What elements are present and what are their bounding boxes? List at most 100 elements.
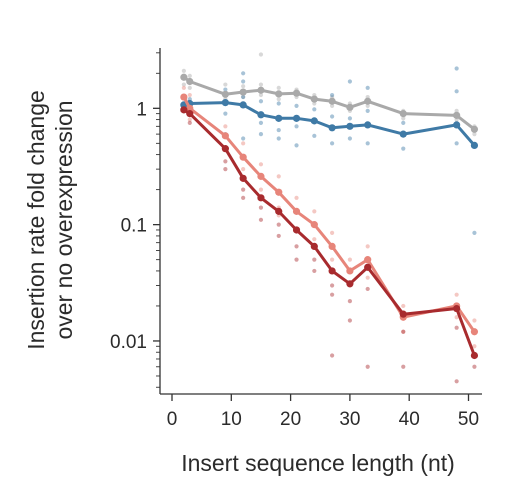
replicate-point — [454, 89, 459, 94]
replicate-point — [241, 195, 246, 200]
mean-point — [328, 242, 336, 251]
mean-point — [453, 121, 461, 129]
replicate-point — [312, 209, 317, 214]
x-tick-label: 50 — [458, 409, 479, 430]
replicate-point — [401, 303, 406, 309]
replicate-point — [187, 92, 192, 98]
replicate-point — [258, 162, 264, 167]
mean-point — [239, 88, 247, 96]
mean-point — [257, 86, 265, 94]
mean-point — [239, 101, 247, 109]
replicate-point — [276, 127, 281, 133]
replicate-point — [258, 52, 264, 57]
mean-point — [221, 98, 229, 107]
replicate-point — [223, 111, 228, 116]
replicate-point — [347, 136, 352, 141]
replicate-point — [330, 230, 335, 235]
mean-point — [221, 132, 229, 140]
replicate-point — [365, 275, 370, 280]
replicate-point — [241, 79, 246, 84]
replicate-point — [472, 132, 477, 137]
replicate-point — [365, 244, 370, 249]
replicate-point — [472, 318, 477, 323]
replicate-point — [223, 82, 228, 87]
replicate-point — [312, 257, 317, 262]
mean-point — [221, 90, 229, 98]
replicate-point — [347, 257, 352, 262]
replicate-point — [401, 120, 406, 125]
mean-point — [470, 125, 479, 133]
replicate-point — [312, 237, 317, 242]
mean-point — [399, 110, 407, 118]
y-tick-label: 1 — [136, 99, 147, 120]
mean-point — [470, 141, 479, 149]
mean-point — [346, 103, 354, 111]
replicate-point — [401, 329, 406, 334]
mean-point — [180, 93, 188, 101]
mean-point — [239, 174, 247, 182]
mean-point — [275, 207, 283, 215]
mean-point — [399, 130, 407, 138]
mean-point — [364, 263, 372, 271]
replicate-point — [401, 146, 406, 151]
mean-point — [399, 310, 407, 318]
y-axis-title-line-1: Insertion rate fold change — [23, 90, 49, 350]
replicate-point — [241, 94, 246, 100]
replicate-point — [294, 195, 299, 200]
mean-point — [257, 111, 265, 119]
mean-point — [364, 97, 372, 105]
replicate-point — [258, 217, 264, 222]
replicate-point — [187, 73, 192, 78]
mean-point — [292, 226, 301, 234]
mean-point — [470, 351, 479, 360]
replicate-point — [472, 364, 477, 369]
replicate-point — [330, 114, 335, 119]
mean-point — [310, 242, 318, 251]
mean-point — [257, 194, 265, 202]
x-tick-label: 30 — [339, 409, 360, 430]
mean-point — [310, 117, 318, 125]
replicate-point — [472, 344, 477, 349]
replicate-point — [330, 257, 335, 262]
mean-point — [180, 73, 188, 81]
replicate-point — [330, 292, 335, 297]
x-tick-label: 20 — [280, 409, 301, 430]
replicate-point — [347, 299, 352, 304]
mean-point — [275, 114, 283, 122]
replicate-point — [241, 136, 246, 141]
replicate-point — [312, 107, 317, 112]
x-axis-title: Insert sequence length (nt) — [181, 450, 455, 476]
x-tick-label: 10 — [221, 409, 242, 430]
replicate-point — [330, 283, 335, 288]
mean-point — [364, 121, 372, 129]
replicate-point — [401, 116, 406, 121]
replicate-point — [258, 99, 264, 104]
replicate-point — [258, 82, 264, 87]
mean-point — [186, 110, 194, 118]
replicate-point — [223, 87, 228, 92]
x-tick-label: 0 — [167, 409, 178, 430]
mean-point — [364, 256, 372, 264]
y-tick-label: 0.01 — [110, 332, 147, 353]
x-tick-label: 40 — [399, 409, 420, 430]
replicate-point — [276, 174, 281, 179]
replicate-point — [223, 124, 228, 129]
mean-point — [180, 106, 188, 114]
replicate-point — [294, 103, 299, 108]
replicate-point — [187, 117, 192, 122]
replicate-point — [330, 353, 335, 358]
mean-point — [275, 90, 283, 98]
replicate-point — [241, 141, 246, 146]
replicate-point — [330, 141, 335, 146]
mean-point — [292, 114, 301, 122]
replicate-point — [294, 257, 299, 262]
mean-point — [346, 122, 354, 130]
mean-point — [239, 153, 247, 161]
mean-point — [310, 95, 318, 103]
replicate-point — [454, 379, 459, 384]
replicate-point — [365, 103, 370, 108]
replicate-point — [365, 286, 370, 292]
replicate-point — [223, 167, 228, 172]
replicate-point — [241, 84, 246, 89]
replicate-point — [276, 222, 281, 227]
